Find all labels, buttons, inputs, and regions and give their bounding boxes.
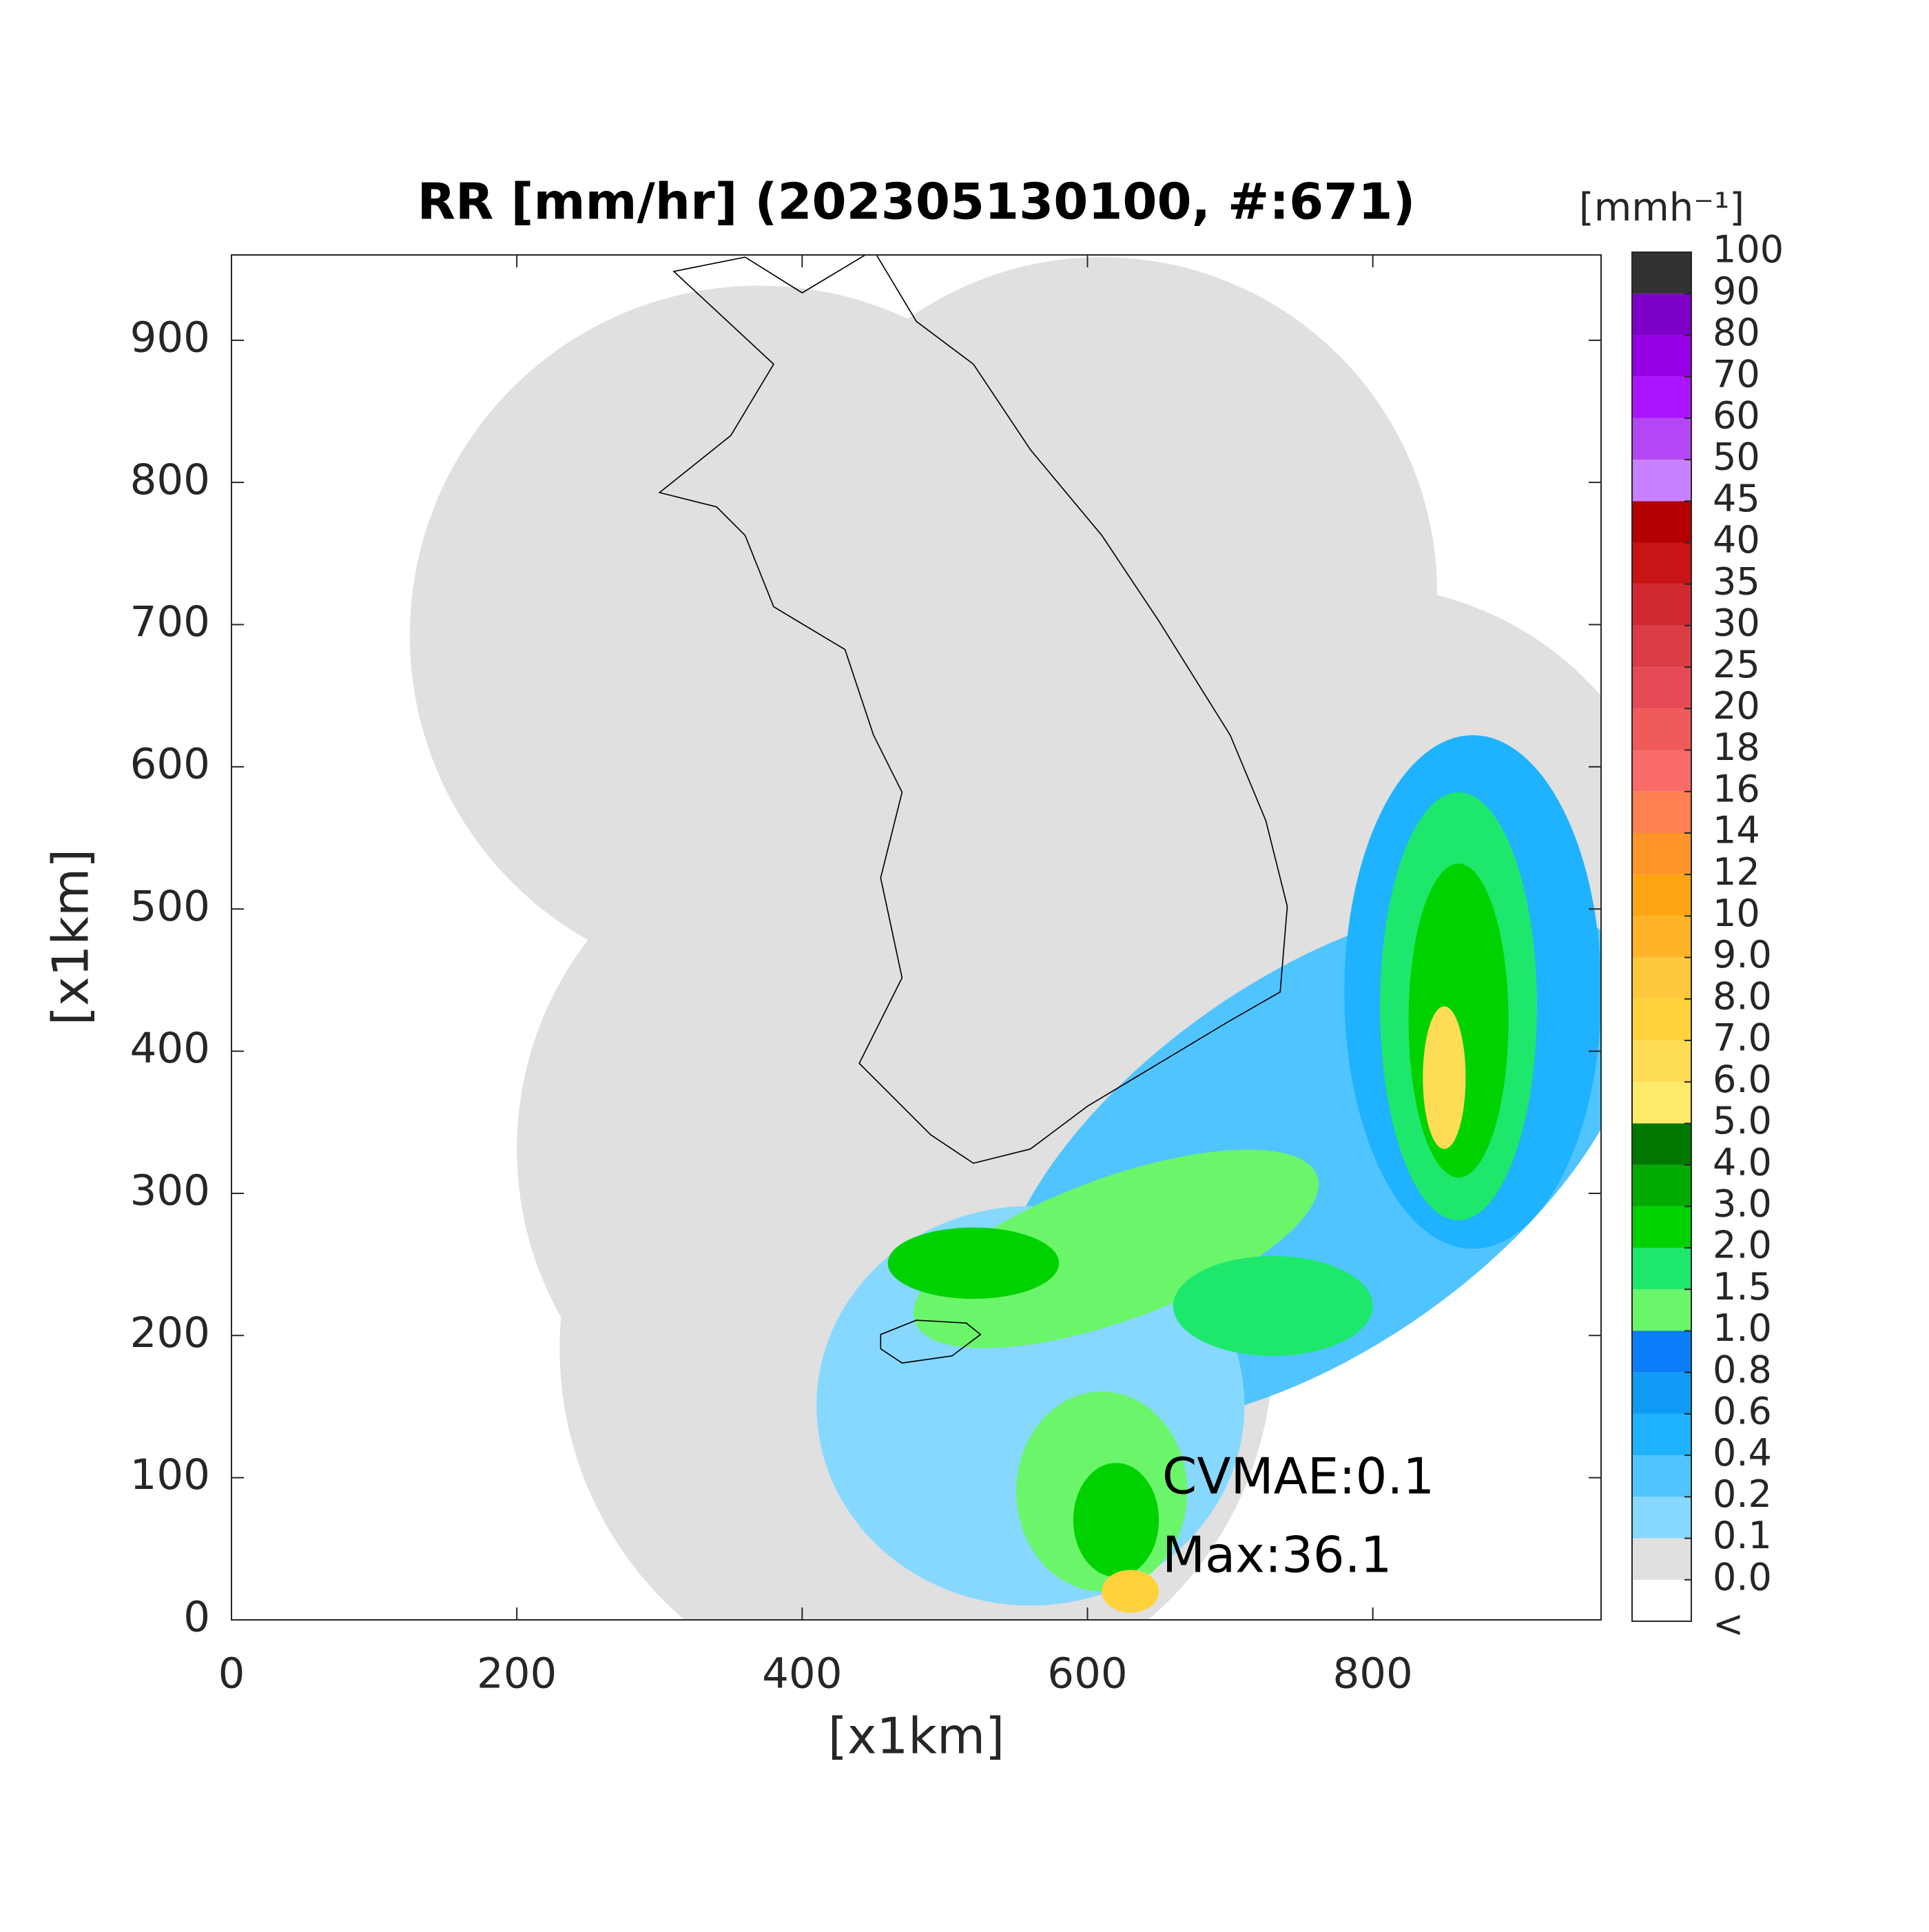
colorbar-segment	[1632, 335, 1691, 377]
colorbar-label: 5.0	[1713, 1099, 1772, 1142]
colorbar-label: 16	[1713, 767, 1760, 810]
colorbar-label: <	[1713, 1603, 1744, 1646]
chart-title: RR [mm/hr] (202305130100, #:671)	[417, 173, 1416, 231]
colorbar-segment	[1632, 294, 1691, 336]
colorbar-segment	[1632, 542, 1691, 584]
colorbar-segment	[1632, 1497, 1691, 1539]
colorbar-label: 6.0	[1713, 1058, 1772, 1101]
y-tick-label: 100	[130, 1450, 210, 1499]
colorbar-segment	[1632, 584, 1691, 626]
colorbar-label: 0.1	[1713, 1514, 1772, 1557]
colorbar-label: 60	[1713, 393, 1760, 437]
colorbar-frame	[1631, 251, 1692, 1622]
colorbar-segment	[1632, 1538, 1691, 1580]
y-tick-label: 500	[130, 882, 210, 931]
colorbar-segment	[1632, 460, 1691, 502]
colorbar-label: 35	[1713, 559, 1760, 603]
colorbar-unit: [mmh⁻¹]	[1579, 185, 1744, 230]
colorbar-label: 18	[1713, 726, 1760, 769]
colorbar-label: 0.2	[1713, 1472, 1772, 1516]
colorbar-segment	[1632, 1289, 1691, 1331]
x-tick-label: 200	[477, 1650, 557, 1698]
y-tick-label: 0	[183, 1593, 210, 1642]
map	[409, 255, 1601, 1620]
colorbar-segment	[1632, 1206, 1691, 1248]
y-tick-label: 300	[130, 1167, 210, 1215]
x-tick-label: 800	[1332, 1650, 1412, 1698]
colorbar-segment	[1632, 874, 1691, 916]
plot-frame	[231, 254, 1602, 1621]
y-tick-label: 700	[130, 597, 210, 646]
map-layers	[409, 255, 1601, 1620]
colorbar-label: 1.0	[1713, 1306, 1772, 1350]
colorbar-label: 9.0	[1713, 933, 1772, 976]
annotation: Max:36.1	[1162, 1526, 1392, 1584]
colorbar-label: 80	[1713, 311, 1760, 354]
y-tick-label: 900	[130, 313, 210, 362]
y-tick-label: 800	[130, 455, 210, 504]
x-tick-label: 600	[1047, 1650, 1127, 1698]
y-tick-label: 600	[130, 739, 210, 788]
colorbar-segment	[1632, 1248, 1691, 1290]
colorbar-label: 25	[1713, 643, 1760, 686]
colorbar-label: 3.0	[1713, 1182, 1772, 1226]
colorbar-segment	[1632, 832, 1691, 875]
colorbar-label: 12	[1713, 850, 1760, 894]
colorbar-label: 10	[1713, 892, 1760, 935]
colorbar-segment	[1632, 418, 1691, 460]
colorbar-segment	[1632, 916, 1691, 958]
colorbar-label: 14	[1713, 809, 1760, 852]
colorbar-segment	[1632, 667, 1691, 709]
colorbar-segment	[1632, 1082, 1691, 1124]
colorbar-segment	[1632, 1164, 1691, 1206]
y-tick-label: 200	[130, 1308, 210, 1357]
x-axis-label: [x1km]	[828, 1707, 1004, 1765]
colorbar-segment	[1632, 625, 1691, 668]
colorbar-label: 7.0	[1713, 1016, 1772, 1060]
x-tick-label: 0	[218, 1650, 245, 1698]
colorbar-label: 45	[1713, 477, 1760, 520]
colorbar-label: 20	[1713, 684, 1760, 728]
colorbar-segment	[1632, 957, 1691, 999]
colorbar-label: 1.5	[1713, 1265, 1772, 1308]
colorbar-label: 0.0	[1713, 1555, 1772, 1599]
colorbar-label: 70	[1713, 352, 1760, 395]
colorbar-segment	[1632, 1040, 1691, 1082]
colorbar-segment	[1632, 376, 1691, 418]
colorbar-label: 2.0	[1713, 1224, 1772, 1267]
y-tick-label: 400	[130, 1024, 210, 1073]
colorbar-label: 0.8	[1713, 1348, 1772, 1391]
colorbar-segment	[1632, 998, 1691, 1041]
x-tick-label: 400	[762, 1650, 842, 1698]
annotation: CVMAE:0.1	[1162, 1448, 1434, 1505]
colorbar-segment	[1632, 501, 1691, 543]
colorbar-segment	[1632, 252, 1691, 294]
colorbar-segment	[1632, 708, 1691, 750]
y-axis-label: [x1km]	[42, 849, 100, 1025]
colorbar-label: 100	[1713, 228, 1784, 271]
colorbar-label: 0.6	[1713, 1390, 1772, 1433]
colorbar-segment	[1632, 750, 1691, 792]
colorbar-segment	[1632, 1123, 1691, 1165]
colorbar-segment	[1632, 1372, 1691, 1414]
coastline	[658, 255, 1288, 1364]
colorbar-label: 90	[1713, 269, 1760, 313]
colorbar-label: 8.0	[1713, 974, 1772, 1018]
colorbar-label: 40	[1713, 518, 1760, 562]
rain-field	[816, 735, 1601, 1613]
colorbar-label: 30	[1713, 602, 1760, 645]
colorbar-segment	[1632, 1455, 1691, 1497]
colorbar-label: 50	[1713, 435, 1760, 479]
colorbar-label: 0.4	[1713, 1431, 1772, 1474]
colorbar-segment	[1632, 1579, 1691, 1621]
colorbar-label: 4.0	[1713, 1140, 1772, 1184]
colorbar-segment	[1632, 1330, 1691, 1373]
colorbar-segment	[1632, 791, 1691, 833]
colorbar-segment	[1632, 1413, 1691, 1456]
